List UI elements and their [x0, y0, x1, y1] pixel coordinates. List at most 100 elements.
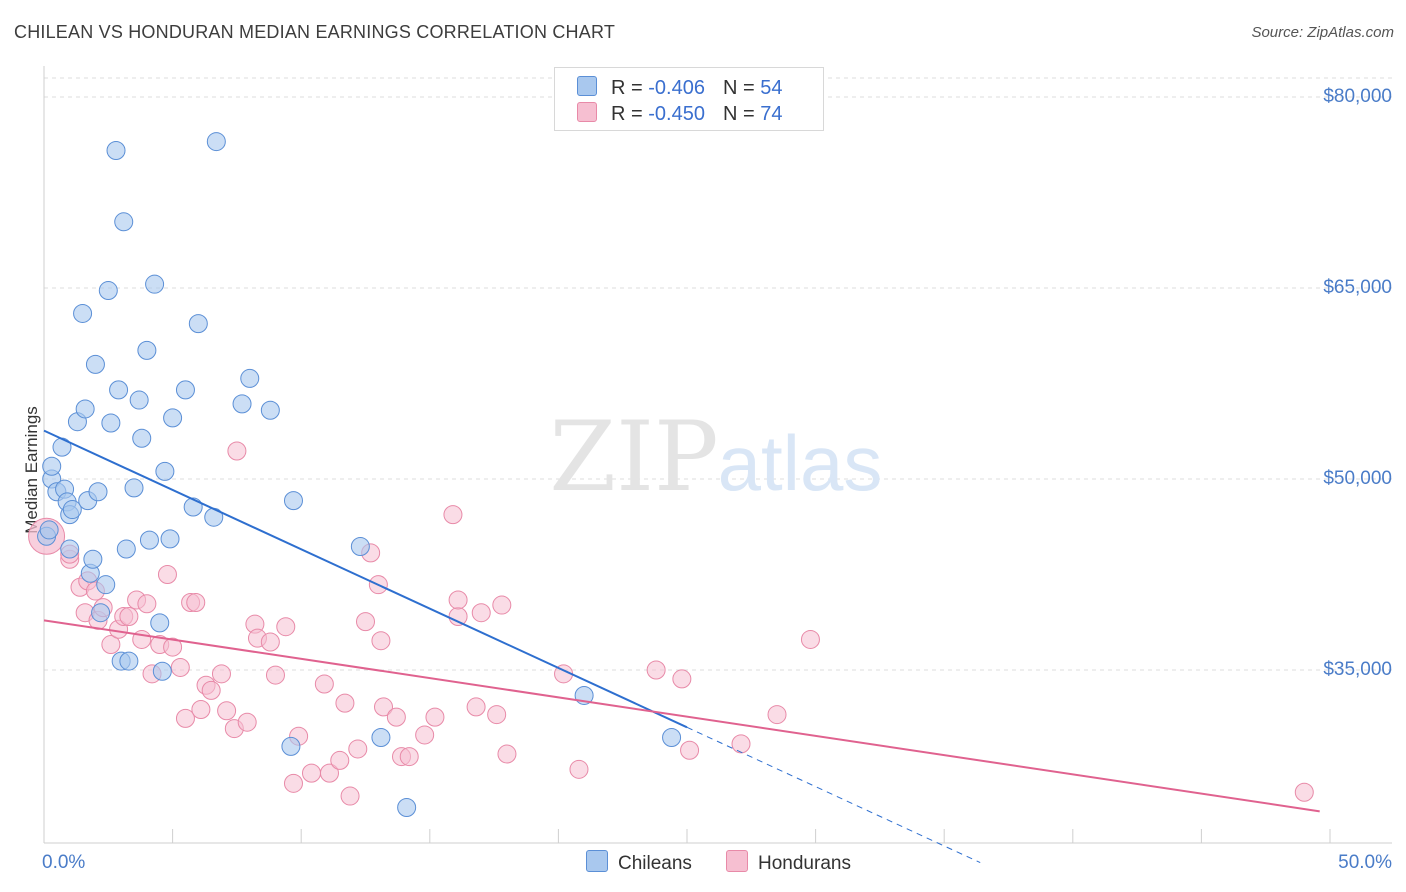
chilean-point	[160, 529, 180, 549]
chilean-point	[39, 520, 59, 540]
honduran-point	[356, 612, 375, 632]
chilean-point	[88, 482, 108, 502]
chilean-point	[152, 661, 172, 681]
chileans-trend-line	[43, 429, 688, 729]
y-tick-label: $65,000	[1323, 277, 1392, 298]
honduran-point	[466, 697, 486, 717]
chileans-n-value: 54	[760, 77, 783, 99]
chilean-point	[240, 368, 260, 388]
watermark-atlas: atlas	[718, 419, 883, 507]
chilean-point	[96, 575, 116, 595]
chilean-point	[183, 497, 203, 517]
hondurans-swatch	[577, 102, 597, 122]
honduran-point	[157, 565, 177, 584]
chilean-point	[60, 539, 80, 559]
honduran-point	[672, 669, 692, 689]
honduran-point	[319, 763, 339, 783]
x-tick-max: 50.0%	[1338, 852, 1392, 873]
chilean-point	[232, 394, 252, 414]
watermark-zip: ZIP	[549, 401, 718, 513]
stats-row-chileans: R = -0.406 N = 54	[577, 76, 782, 100]
honduran-point	[646, 660, 666, 680]
hondurans-n-value: 74	[760, 103, 783, 125]
honduran-point	[101, 635, 121, 655]
chilean-point	[73, 303, 93, 323]
legend-hondurans-swatch	[726, 850, 748, 872]
hondurans-trend-line	[43, 619, 1320, 813]
chilean-point	[75, 399, 95, 419]
honduran-point	[163, 637, 183, 657]
chilean-point	[281, 736, 301, 756]
chilean-point	[206, 132, 226, 152]
chilean-point	[42, 456, 62, 476]
legend-chileans-swatch	[586, 850, 608, 872]
chileans-swatch	[577, 76, 597, 96]
stats-row-hondurans: R = -0.450 N = 74	[577, 102, 782, 126]
x-tick-min: 0.0%	[42, 852, 86, 873]
hondurans-n-label: N =	[722, 103, 761, 125]
honduran-point	[487, 705, 507, 725]
chilean-point	[114, 212, 134, 232]
honduran-point	[569, 759, 589, 779]
chilean-point	[116, 539, 136, 559]
legend-chileans-label: Chileans	[618, 853, 692, 874]
chileans-points	[37, 132, 682, 818]
honduran-point	[448, 590, 468, 610]
chilean-point	[124, 478, 144, 498]
honduran-point	[443, 505, 463, 525]
legend-hondurans[interactable]: Hondurans	[726, 850, 851, 876]
chileans-r-label: R =	[611, 77, 649, 99]
chileans-r-value: -0.406	[648, 77, 705, 99]
trend-lines	[43, 429, 1320, 864]
honduran-point	[237, 712, 257, 732]
honduran-point	[492, 595, 512, 615]
legend-chileans[interactable]: Chileans	[586, 850, 692, 876]
chilean-point	[150, 613, 170, 633]
chilean-point	[83, 549, 103, 569]
chilean-point	[85, 354, 105, 374]
honduran-point	[731, 734, 751, 754]
chilean-point	[91, 603, 111, 623]
honduran-point	[348, 739, 368, 759]
chilean-point	[139, 530, 159, 550]
honduran-point	[276, 617, 296, 637]
chilean-point	[397, 798, 417, 818]
hondurans-r-label: R =	[611, 103, 649, 125]
y-tick-label: $80,000	[1323, 86, 1392, 107]
chilean-point	[350, 536, 370, 556]
chilean-point	[283, 491, 303, 511]
chileans-trend-extension	[686, 726, 981, 864]
honduran-point	[119, 607, 139, 627]
chilean-point	[175, 380, 195, 400]
chilean-point	[371, 727, 391, 747]
honduran-point	[191, 699, 211, 719]
chilean-point	[106, 140, 126, 160]
honduran-point	[330, 750, 350, 770]
chilean-point	[163, 408, 183, 428]
y-tick-label: $35,000	[1323, 659, 1392, 680]
honduran-point	[767, 705, 787, 725]
honduran-point	[1294, 782, 1314, 802]
axes	[43, 66, 1392, 844]
honduran-point	[448, 607, 468, 627]
honduran-point	[386, 707, 406, 727]
honduran-point	[374, 697, 394, 717]
honduran-point	[186, 593, 206, 613]
watermark: ZIP atlas	[549, 401, 882, 513]
chilean-point	[662, 727, 682, 747]
honduran-point	[137, 594, 157, 614]
honduran-point	[260, 632, 280, 652]
honduran-point	[415, 725, 435, 745]
honduran-point	[211, 664, 231, 684]
honduran-point	[471, 603, 491, 623]
chilean-point	[62, 500, 82, 520]
chilean-point	[137, 340, 157, 360]
chart-title: CHILEAN VS HONDURAN MEDIAN EARNINGS CORR…	[14, 22, 616, 42]
honduran-point	[800, 629, 820, 649]
honduran-point	[301, 763, 321, 783]
honduran-point	[680, 740, 700, 760]
source-label: Source: ZipAtlas.com	[1251, 24, 1394, 41]
chilean-point	[129, 390, 149, 410]
chilean-point	[132, 428, 152, 448]
